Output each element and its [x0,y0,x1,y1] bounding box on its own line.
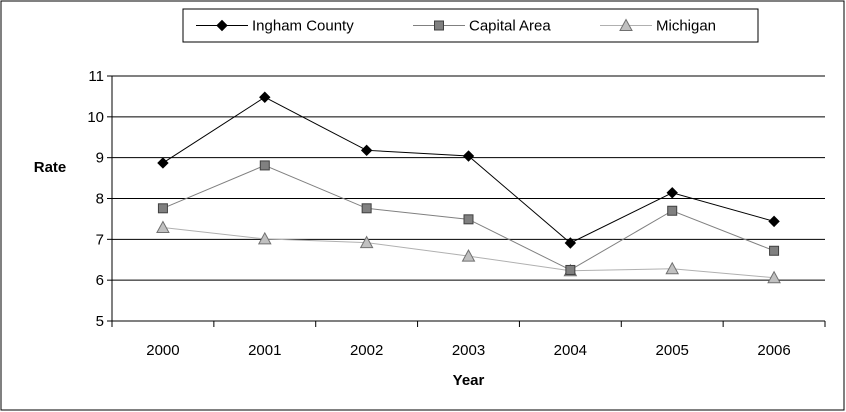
series-capital-area [157,160,780,275]
x-tick-label: 2002 [350,342,383,359]
y-tick-label: 11 [88,68,104,85]
legend-label: Ingham County [252,18,354,35]
x-tick-label: 2004 [554,342,587,359]
diamond-marker [360,144,373,157]
x-tick-label: 2001 [248,342,281,359]
series-group [156,91,781,284]
legend: Ingham County Capital Area Michigan [182,8,759,43]
axes: 5 6 7 8 9 10 11 2000 2001 2002 2003 2004 2005 2006 [87,68,826,359]
x-tick-label: 2006 [757,342,790,359]
triangle-marker [461,249,476,262]
legend-item: Ingham County [196,18,354,35]
diamond-marker [666,187,678,199]
legend-box [182,8,759,43]
x-tick-label: 2000 [146,342,179,359]
x-axis-title: Year [453,372,485,389]
y-tick-label: 9 [96,150,104,167]
square-marker [463,214,474,225]
square-marker [769,245,780,256]
triangle-marker [257,231,272,245]
square-marker [361,203,372,214]
legend-label: Capital Area [469,18,551,35]
series-ingham-county [157,91,780,249]
legend-label: Michigan [656,18,716,35]
gridlines [112,75,825,281]
square-marker [667,205,678,216]
diamond-marker [259,91,271,103]
diamond-marker [768,215,780,228]
legend-item: Michigan [600,18,716,35]
y-tick-label: 8 [96,191,104,208]
diamond-marker [157,157,169,169]
y-tick-label: 5 [96,313,104,330]
y-axis-title: Rate [34,159,67,176]
legend-item: Capital Area [413,18,551,35]
triangle-marker [767,270,781,284]
triangle-marker [665,261,680,275]
diamond-marker [564,237,577,249]
triangle-marker [359,235,374,249]
square-marker [565,264,576,275]
legend-diamond-icon [216,19,228,32]
y-tick-label: 7 [96,231,104,248]
x-tick-label: 2005 [656,342,689,359]
legend-triangle-icon [619,18,633,31]
legend-square-icon [434,20,444,31]
series-michigan [156,220,781,284]
square-marker [259,160,270,171]
y-tick-label: 6 [96,272,104,289]
y-tick-label: 10 [87,109,104,126]
square-marker [157,203,168,214]
diamond-marker [462,150,475,162]
x-tick-label: 2003 [452,342,485,359]
triangle-marker [156,220,170,233]
